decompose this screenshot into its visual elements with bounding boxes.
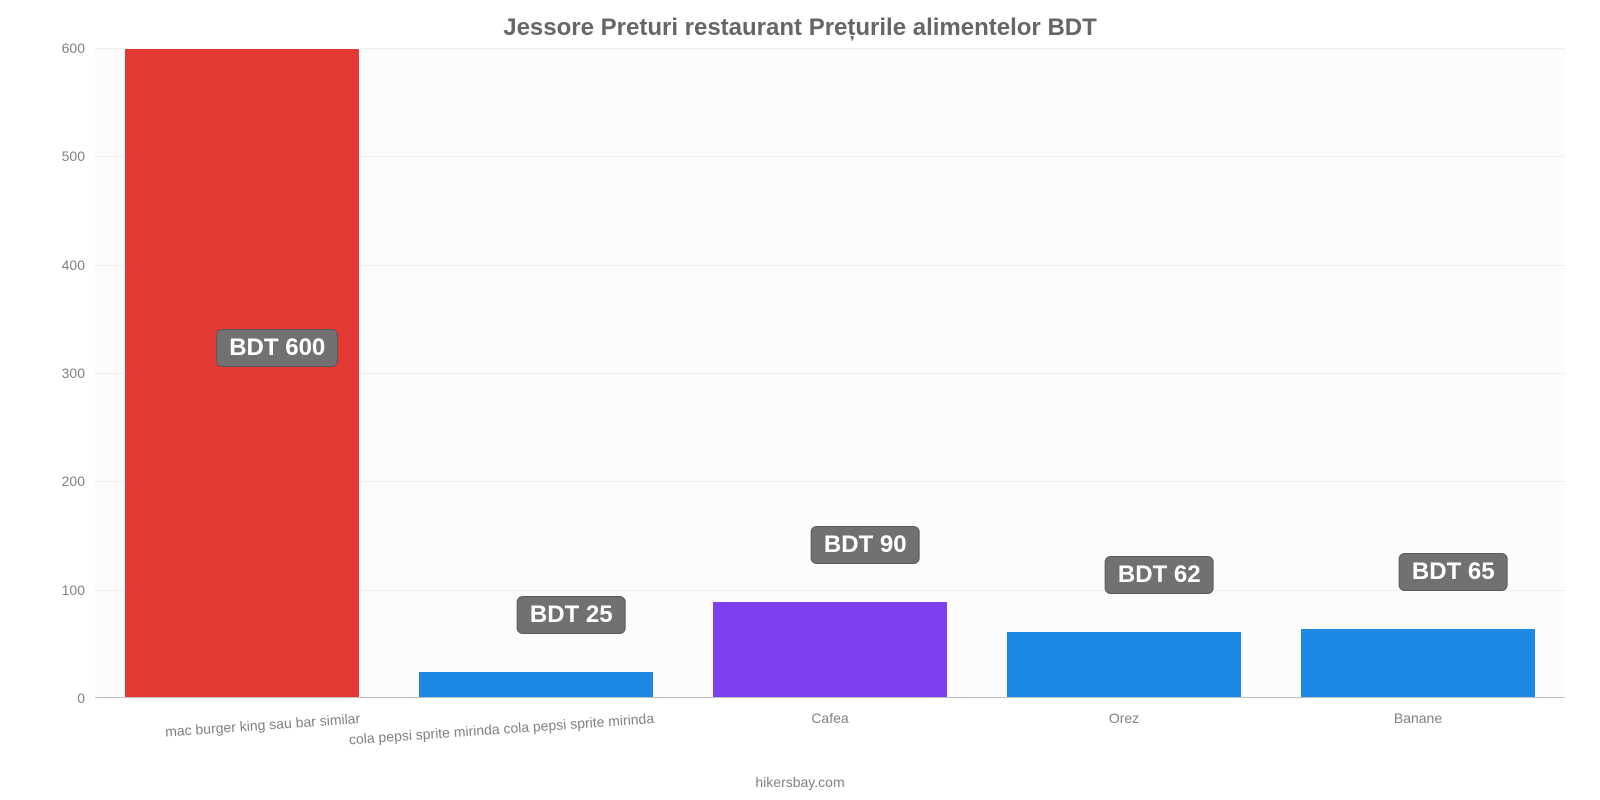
bar bbox=[124, 48, 359, 698]
source-label: hikersbay.com bbox=[0, 774, 1600, 790]
bar-value-badge: BDT 65 bbox=[1399, 553, 1508, 591]
bar bbox=[418, 671, 653, 698]
bar-slot: BDT 62 bbox=[1006, 48, 1241, 698]
y-tick-label: 100 bbox=[62, 582, 95, 598]
bar bbox=[1300, 628, 1535, 698]
x-tick-label: mac burger king sau bar similar bbox=[164, 710, 360, 740]
x-tick-label: Banane bbox=[1394, 710, 1442, 726]
bar-slot: BDT 600 bbox=[124, 48, 359, 698]
x-axis-labels: mac burger king sau bar similarcola peps… bbox=[95, 700, 1565, 760]
bar-chart: Jessore Preturi restaurant Prețurile ali… bbox=[0, 0, 1600, 800]
bar-slot: BDT 90 bbox=[712, 48, 947, 698]
bar bbox=[1006, 631, 1241, 698]
bar-value-badge: BDT 62 bbox=[1105, 556, 1214, 594]
bar-value-badge: BDT 90 bbox=[811, 526, 920, 564]
bar-value-badge: BDT 600 bbox=[216, 329, 338, 367]
x-tick-label: Orez bbox=[1109, 710, 1139, 726]
chart-title: Jessore Preturi restaurant Prețurile ali… bbox=[0, 0, 1600, 42]
bar-value-badge: BDT 25 bbox=[517, 596, 626, 634]
bar-slot: BDT 65 bbox=[1300, 48, 1535, 698]
y-tick-label: 200 bbox=[62, 473, 95, 489]
y-tick-label: 0 bbox=[77, 690, 95, 706]
bar bbox=[712, 601, 947, 699]
bars-layer: BDT 600 BDT 25 BDT 90 BDT 62 BDT 65 bbox=[95, 48, 1565, 698]
y-tick-label: 600 bbox=[62, 40, 95, 56]
y-tick-label: 400 bbox=[62, 257, 95, 273]
bar-slot: BDT 25 bbox=[418, 48, 653, 698]
x-tick-label: Cafea bbox=[811, 710, 848, 726]
x-tick-label: cola pepsi sprite mirinda cola pepsi spr… bbox=[348, 710, 654, 747]
x-axis-baseline bbox=[95, 697, 1565, 698]
y-tick-label: 300 bbox=[62, 365, 95, 381]
plot-area: 0100200300400500600 BDT 600BDT 25BDT 90B… bbox=[95, 48, 1565, 698]
y-tick-label: 500 bbox=[62, 148, 95, 164]
